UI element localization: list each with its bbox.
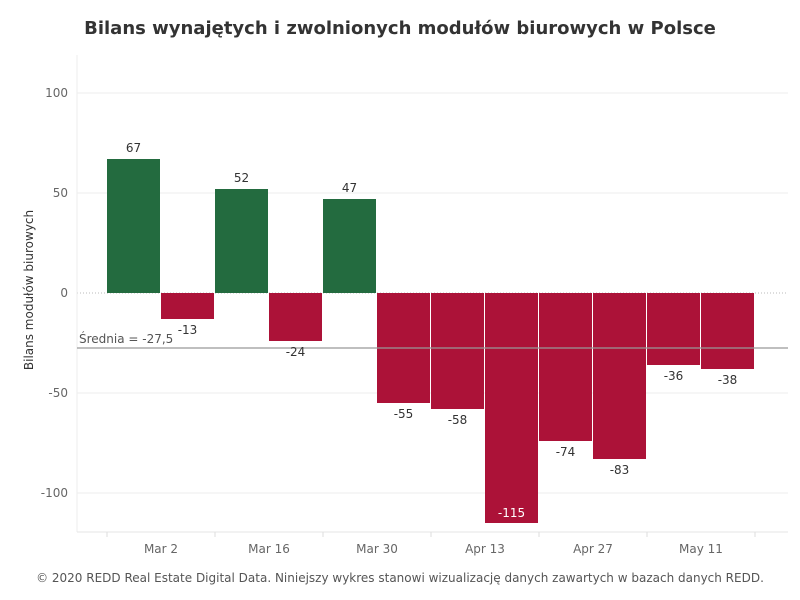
data-label: -74 (556, 445, 576, 459)
bar[interactable] (593, 293, 646, 459)
data-label: -83 (610, 463, 630, 477)
average-line-label: Średnia = -27,5 (79, 331, 173, 346)
data-label: 52 (234, 171, 249, 185)
y-axis-title: Bilans modułów biurowych (22, 210, 36, 370)
chart-title: Bilans wynajętych i zwolnionych modułów … (84, 18, 716, 39)
data-label: -24 (286, 345, 306, 359)
average-line-group: Średnia = -27,5 (77, 331, 788, 349)
bar[interactable] (215, 189, 268, 293)
bars (107, 159, 754, 523)
x-tick-label: Apr 13 (465, 542, 505, 556)
bar[interactable] (539, 293, 592, 441)
data-label: -58 (448, 413, 468, 427)
data-label: -115 (498, 506, 525, 520)
data-label: 67 (126, 141, 141, 155)
x-tick-label: May 11 (679, 542, 723, 556)
y-tick-label: 0 (60, 286, 68, 300)
y-tick-label: -100 (41, 486, 68, 500)
bar[interactable] (269, 293, 322, 341)
bar[interactable] (647, 293, 700, 365)
x-tick-label: Mar 16 (248, 542, 290, 556)
bar[interactable] (485, 293, 538, 523)
footer-copyright: © 2020 REDD Real Estate Digital Data. Ni… (36, 571, 764, 585)
y-tick-label: 100 (45, 86, 68, 100)
bar[interactable] (701, 293, 754, 369)
data-label: -38 (718, 373, 738, 387)
x-tick-label: Mar 30 (356, 542, 398, 556)
bar[interactable] (323, 199, 376, 293)
data-label: 47 (342, 181, 357, 195)
y-axis: 100 50 0 -50 -100 (41, 86, 68, 500)
x-axis: Mar 2 Mar 16 Mar 30 Apr 13 Apr 27 May 11 (77, 531, 788, 556)
x-tick-label: Mar 2 (144, 542, 178, 556)
bar[interactable] (107, 159, 160, 293)
data-labels: 67 -13 52 -24 47 -55 -58 -115 -74 -83 -36 -38 (126, 141, 737, 520)
bar[interactable] (431, 293, 484, 409)
x-tick-label: Apr 27 (573, 542, 613, 556)
y-tick-label: -50 (48, 386, 68, 400)
data-label: -36 (664, 369, 684, 383)
y-tick-label: 50 (53, 186, 68, 200)
bar[interactable] (161, 293, 214, 319)
data-label: -13 (178, 323, 198, 337)
data-label: -55 (394, 407, 414, 421)
bar-chart: Średnia = -27,5 67 -13 52 -24 47 -55 -58 -115 -7… (22, 55, 788, 556)
